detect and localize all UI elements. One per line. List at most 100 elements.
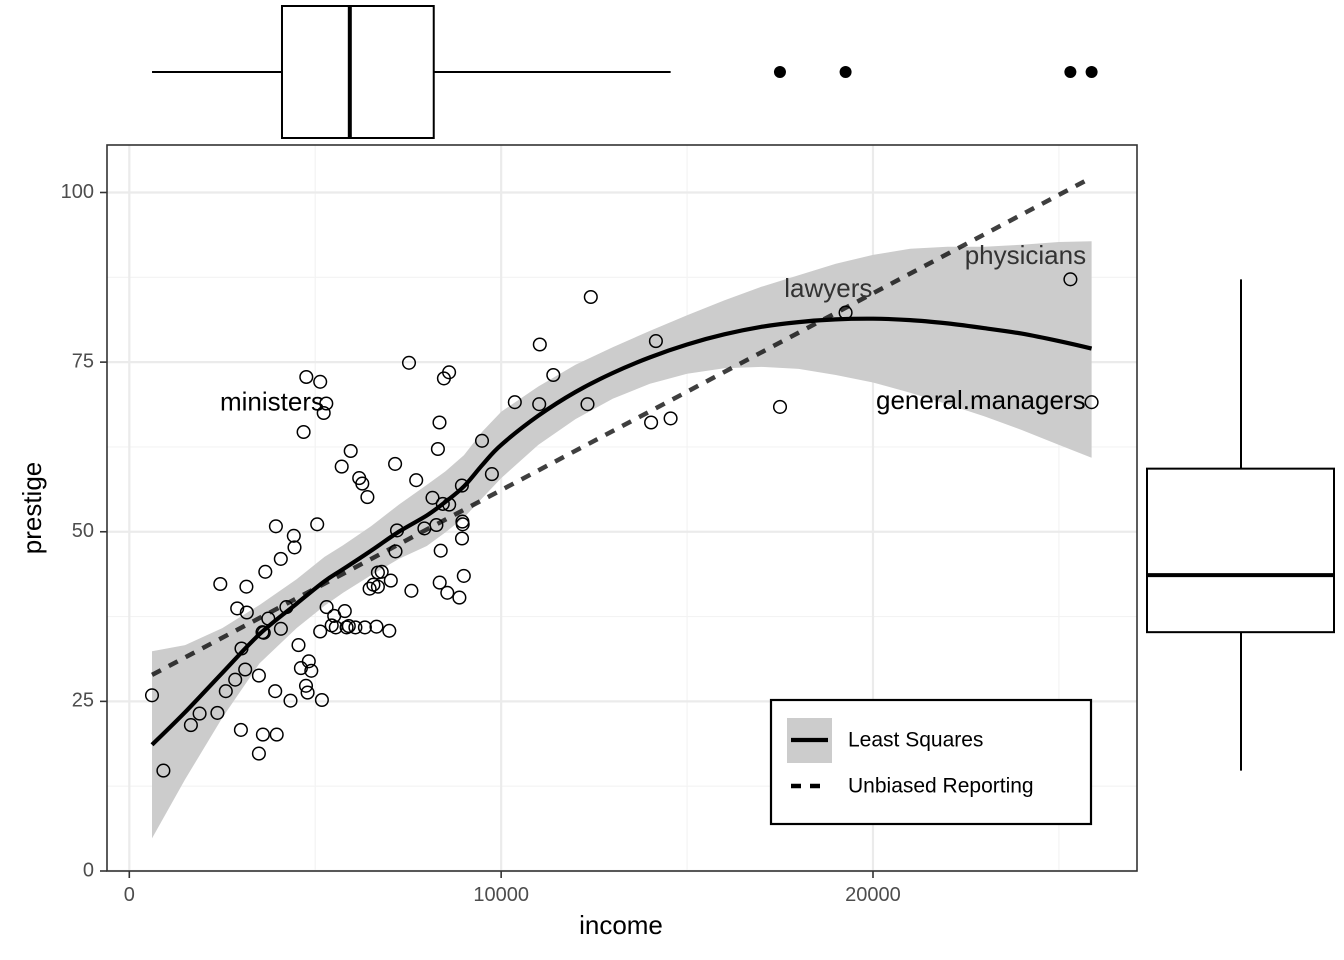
data-point [304,663,319,678]
data-point [357,620,372,635]
data-point [283,693,298,708]
data-point [409,473,424,488]
y-box-iqr [1146,467,1335,634]
y-tick-label: 100 [61,181,94,203]
data-point [507,395,522,410]
data-point [1084,395,1099,410]
data-point [455,517,470,532]
data-point [383,573,398,588]
x-tick-label: 20000 [845,884,901,906]
data-point [156,763,171,778]
data-point [310,517,325,532]
data-point [429,517,444,533]
data-point [362,581,377,596]
y-tick-label: 50 [72,520,94,542]
data-point [343,443,358,459]
data-point [300,685,315,700]
x-box-outlier [839,66,852,78]
data-point [233,722,248,737]
data-point [228,672,243,687]
data-point [238,662,253,677]
data-point [580,397,595,412]
data-point [268,684,283,699]
data-point [239,579,254,594]
data-point [355,476,370,491]
data-point [339,620,354,635]
data-point [370,579,385,594]
data-point [334,459,349,474]
data-point [230,601,245,616]
data-point [210,705,225,720]
data-point [337,604,352,619]
data-point [484,467,499,482]
data-point [251,746,266,761]
data-point [251,668,266,683]
data-point [313,374,328,389]
data-point [648,334,663,349]
data-point [296,424,311,440]
data-point [298,678,314,693]
data-point [532,337,547,352]
data-point [452,590,467,605]
data-point [425,490,440,505]
point-label-ministers: ministers [220,386,324,416]
y-tick-label: 0 [83,859,94,881]
data-point [213,576,228,592]
data-point [772,399,788,414]
y-axis-title: prestige [17,462,47,555]
panel-border [106,144,1138,872]
data-point [348,620,363,635]
data-point [388,456,403,471]
least-squares-fit-line [150,316,1093,747]
data-point [432,415,447,430]
data-point [432,575,447,590]
x-tick-label: 10000 [473,884,529,906]
data-point [532,397,547,412]
data-point [286,528,301,543]
data-point [287,540,302,555]
point-label-physicians: physicians [965,240,1086,270]
data-point [382,623,397,638]
point-label-lawyers: lawyers [784,273,872,303]
data-point [440,585,455,600]
data-point [269,727,284,742]
data-point [454,531,470,546]
data-point [1063,272,1078,287]
data-point [435,496,450,511]
legend-label-least-squares: Least Squares [848,729,983,752]
data-point [360,490,375,505]
y-marginal-boxplot [1146,279,1335,771]
data-point [644,415,659,430]
data-point [316,405,331,421]
data-point [663,411,678,426]
data-point [401,355,417,370]
data-point [319,600,334,615]
data-point [301,654,316,669]
data-point [546,367,561,383]
data-point [299,369,314,385]
data-point [583,289,598,305]
data-point [433,543,448,558]
x-tick-label: 0 [124,884,135,906]
data-point [273,551,288,566]
legend-label-unbiased-reporting: Unbiased Reporting [848,775,1034,798]
data-point [255,727,270,742]
confidence-band [152,241,1092,839]
data-point [319,396,334,411]
data-point [314,692,329,708]
data-point [454,478,469,493]
data-point [258,564,273,579]
data-point [256,625,271,640]
data-point [183,718,198,733]
x-box-outlier [773,66,786,78]
data-point [218,684,233,699]
data-point [313,624,328,639]
data-point [239,605,254,620]
x-box-outlier [1064,66,1077,78]
data-point [291,638,306,653]
plot-panel: ministers lawyers physicians general.manage… [61,144,1138,906]
x-axis-title: income [579,910,663,940]
data-point [474,433,490,448]
data-point [369,619,384,634]
